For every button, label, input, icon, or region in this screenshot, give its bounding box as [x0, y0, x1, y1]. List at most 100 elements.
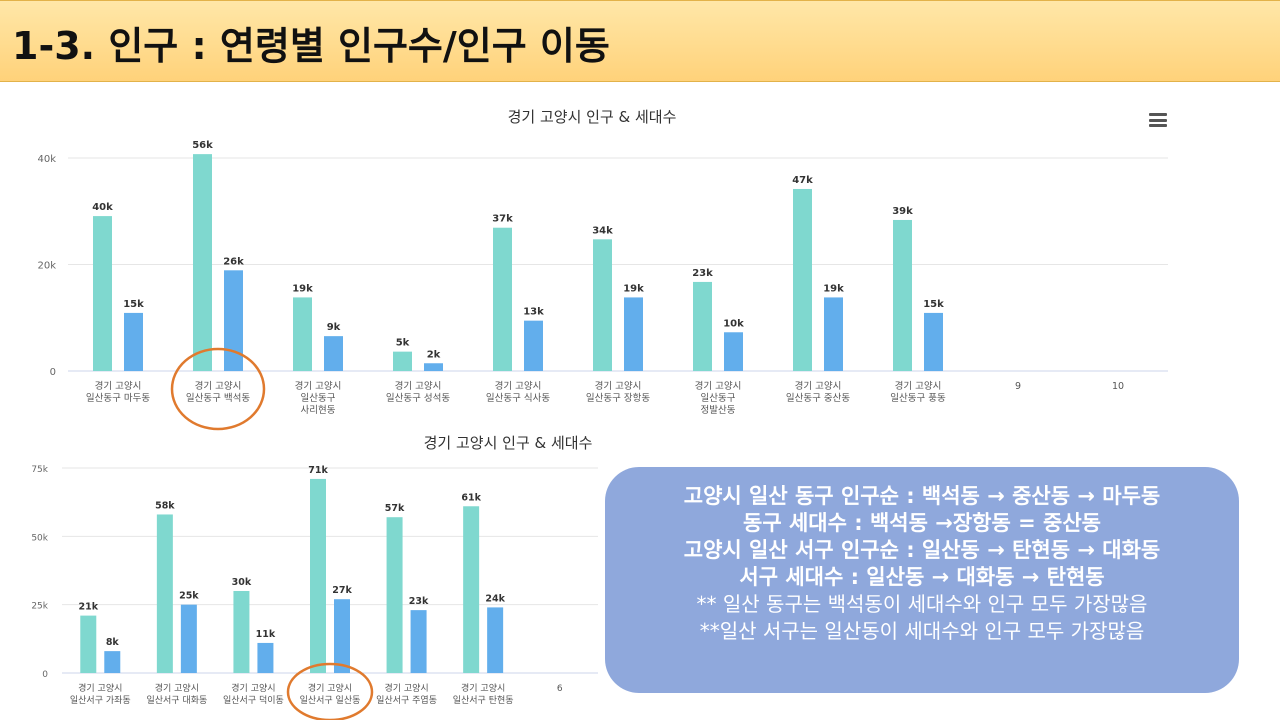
bar-population — [393, 351, 412, 371]
data-label: 19k — [292, 283, 313, 294]
bar-population — [156, 514, 173, 673]
x-tick-label: 일산동구 마두동 — [86, 393, 150, 404]
data-label: 13k — [523, 307, 544, 318]
hamburger-menu-icon[interactable] — [1149, 113, 1167, 127]
summary-box: 고양시 일산 동구 인구순 : 백석동 → 중산동 → 마두동 동구 세대수 :… — [605, 467, 1239, 693]
data-label: 19k — [623, 283, 644, 294]
data-label: 56k — [192, 140, 213, 151]
summary-note-2: **일산 서구는 일산동이 세대수와 인구 모두 가장많음 — [699, 619, 1145, 643]
bar-households — [124, 312, 143, 371]
x-tick-label: 일산동구 중산동 — [786, 393, 850, 404]
data-label: 11k — [256, 629, 276, 640]
data-label: 23k — [692, 268, 713, 279]
data-label: 34k — [592, 225, 613, 236]
bar-population — [463, 506, 480, 673]
summary-line-1: 고양시 일산 동구 인구순 : 백석동 → 중산동 → 마두동 — [683, 484, 1161, 508]
data-label: 26k — [223, 256, 244, 267]
bar-households — [410, 610, 427, 673]
bar-households — [180, 604, 197, 673]
data-label: 10k — [723, 318, 744, 329]
data-label: 57k — [385, 503, 405, 514]
bar-population — [386, 517, 403, 673]
data-label: 2k — [427, 349, 441, 360]
bar-population — [293, 297, 312, 371]
x-tick-label: 경기 고양시 — [308, 682, 352, 694]
slide-header: 1-3. 인구 : 연령별 인구수/인구 이동 — [0, 0, 1280, 82]
data-label: 25k — [179, 591, 199, 602]
x-tick-label: 경기 고양시 — [384, 682, 428, 694]
x-tick-label: 일산동구 식사동 — [486, 393, 550, 404]
bar-population — [693, 281, 712, 371]
bar-population — [193, 154, 212, 371]
data-label: 8k — [106, 637, 120, 648]
bar-households — [487, 607, 504, 673]
x-tick-label: 6 — [557, 684, 563, 694]
bar-population — [233, 591, 250, 673]
x-tick-label: 경기 고양시 — [595, 380, 642, 392]
x-tick-label: 일산서구 대화동 — [146, 695, 207, 706]
data-label: 24k — [485, 593, 505, 604]
x-tick-label: 일산서구 일산동 — [300, 695, 361, 706]
bar-population — [80, 615, 97, 673]
summary-line-2: 동구 세대수 : 백석동 →장항동 = 중산동 — [743, 511, 1101, 535]
bar-households — [324, 336, 343, 371]
data-label: 37k — [492, 214, 513, 225]
data-label: 40k — [92, 202, 113, 213]
highlight-circle — [286, 662, 374, 720]
data-label: 15k — [923, 299, 944, 310]
highlight-circle — [170, 347, 266, 431]
y-tick-label: 25k — [31, 602, 48, 612]
x-tick-label: 경기 고양시 — [795, 380, 842, 392]
bar-households — [334, 599, 350, 673]
data-label: 71k — [308, 465, 328, 476]
data-label: 39k — [892, 206, 913, 217]
x-tick-label: 일산서구 탄현동 — [453, 695, 514, 706]
bar-households — [924, 312, 943, 371]
data-label: 5k — [396, 338, 410, 349]
data-label: 61k — [461, 492, 481, 503]
bar-households — [524, 320, 543, 371]
bar-households — [424, 363, 443, 371]
y-tick-label: 0 — [50, 367, 56, 378]
x-tick-label: 경기 고양시 — [895, 380, 942, 392]
x-tick-label: 9 — [1015, 381, 1021, 392]
x-tick-label: 경기 고양시 — [395, 380, 442, 392]
x-tick-label: 경기 고양시 — [155, 682, 199, 694]
y-tick-label: 50k — [31, 533, 48, 543]
x-tick-label: 일산동구 장항동 — [586, 393, 650, 404]
y-tick-label: 20k — [37, 261, 56, 272]
x-tick-label: 10 — [1112, 381, 1124, 392]
data-label: 21k — [79, 602, 99, 613]
summary-line-4: 서구 세대수 : 일산동 → 대화동 → 탄현동 — [739, 565, 1105, 589]
x-tick-label: 경기 고양시 — [695, 380, 742, 392]
x-tick-label: 경기 고양시 — [95, 380, 142, 392]
x-tick-label: 일산동구 백석동 — [186, 393, 250, 404]
x-tick-label: 경기 고양시 — [78, 682, 122, 694]
data-label: 58k — [155, 500, 175, 511]
x-tick-label: 경기 고양시 — [195, 380, 242, 392]
y-tick-label: 75k — [31, 465, 48, 475]
data-label: 47k — [792, 175, 813, 186]
data-label: 19k — [823, 283, 844, 294]
bar-households — [724, 332, 743, 371]
summary-note-1: ** 일산 동구는 백석동이 세대수와 인구 모두 가장많음 — [696, 592, 1148, 616]
chart-title-east: 경기 고양시 인구 & 세대수 — [507, 108, 677, 126]
x-tick-label: 일산동구 풍동 — [890, 393, 946, 404]
bar-population — [310, 478, 326, 673]
bar-population — [93, 216, 112, 371]
data-label: 15k — [123, 299, 144, 310]
chart-title-west: 경기 고양시 인구 & 세대수 — [423, 434, 593, 452]
y-tick-label: 40k — [37, 154, 56, 165]
x-tick-label: 사리현동 — [301, 405, 336, 416]
x-tick-label: 경기 고양시 — [295, 380, 342, 392]
bar-households — [224, 270, 243, 371]
data-label: 9k — [327, 322, 341, 333]
bar-population — [893, 219, 912, 371]
data-label: 27k — [332, 585, 352, 596]
bar-population — [793, 188, 812, 371]
x-tick-label: 일산서구 가좌동 — [70, 695, 131, 706]
bar-households — [624, 297, 643, 371]
x-tick-label: 일산동구 — [301, 393, 336, 404]
